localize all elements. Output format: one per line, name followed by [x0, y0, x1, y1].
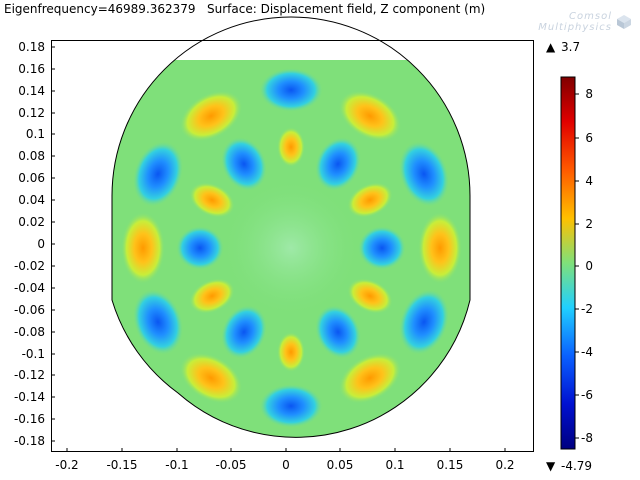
colorbar: 8 6 4 2 0 -2 -4 -6 -8 ▲ 3.7 ▼ -4.79: [546, 40, 593, 473]
colorbar-max-label: 3.7: [561, 40, 580, 54]
y-tick-label: 0.08: [18, 149, 45, 163]
y-tick-label: 0.1: [26, 127, 45, 141]
logo-line2: Multiphysics: [538, 22, 612, 33]
x-tick-label: 0.1: [385, 458, 404, 472]
x-tick-label: -0.1: [165, 458, 188, 472]
y-tick-label: 0: [37, 237, 45, 251]
x-tick-label: 0.15: [437, 458, 464, 472]
y-tick-label: 0.04: [18, 193, 45, 207]
y-tick-label: 0.06: [18, 171, 45, 185]
y-tick-label: 0.16: [18, 62, 45, 76]
max-marker-icon: ▲: [546, 40, 556, 54]
colorbar-tick-label: -8: [581, 431, 593, 445]
y-tick-label: -0.18: [14, 434, 45, 448]
x-tick-label: -0.2: [55, 458, 78, 472]
y-tick-label: -0.02: [14, 259, 45, 273]
x-tick-label: 0: [282, 458, 290, 472]
x-tick-labels: -0.2 -0.15 -0.1 -0.05 0 0.05 0.1 0.15 0.…: [55, 458, 514, 472]
y-tick-label: -0.14: [14, 390, 45, 404]
colorbar-tick-label: -4: [581, 345, 593, 359]
colorbar-tick-label: -6: [581, 388, 593, 402]
colorbar-tick-label: 4: [585, 174, 593, 188]
colorbar-min-label: -4.79: [561, 459, 592, 473]
comsol-logo: Comsol Multiphysics: [494, 10, 634, 36]
x-tick-label: -0.15: [106, 458, 137, 472]
min-marker-icon: ▼: [546, 459, 556, 473]
y-tick-labels: 0.18 0.16 0.14 0.12 0.1 0.08 0.06 0.04 0…: [14, 40, 45, 448]
y-tick-label: 0.18: [18, 40, 45, 54]
logo-line1: Comsol: [569, 11, 612, 22]
y-tick-label: -0.06: [14, 303, 45, 317]
colorbar-tick-label: -2: [581, 302, 593, 316]
y-tick-label: -0.12: [14, 368, 45, 382]
y-tick-label: -0.08: [14, 325, 45, 339]
y-tick-label: 0.02: [18, 215, 45, 229]
y-tick-label: -0.16: [14, 412, 45, 426]
y-tick-label: -0.1: [22, 347, 45, 361]
displacement-field: [111, 16, 471, 438]
colorbar-tick-label: 2: [585, 217, 593, 231]
y-tick-label: 0.14: [18, 84, 45, 98]
x-tick-label: -0.05: [215, 458, 246, 472]
y-tick-label: -0.04: [14, 281, 45, 295]
plot-title: Eigenfrequency=46989.362379 Surface: Dis…: [4, 2, 486, 16]
colorbar-tick-label: 8: [585, 87, 593, 101]
x-tick-label: 0.2: [495, 458, 514, 472]
x-tick-label: 0.05: [327, 458, 354, 472]
colorbar-tick-label: 0: [585, 259, 593, 273]
y-axis-ticks: [51, 46, 55, 442]
colorbar-tick-label: 6: [585, 131, 593, 145]
cube-icon: [617, 15, 631, 29]
x-axis-ticks: [66, 448, 506, 452]
y-tick-label: 0.12: [18, 106, 45, 120]
